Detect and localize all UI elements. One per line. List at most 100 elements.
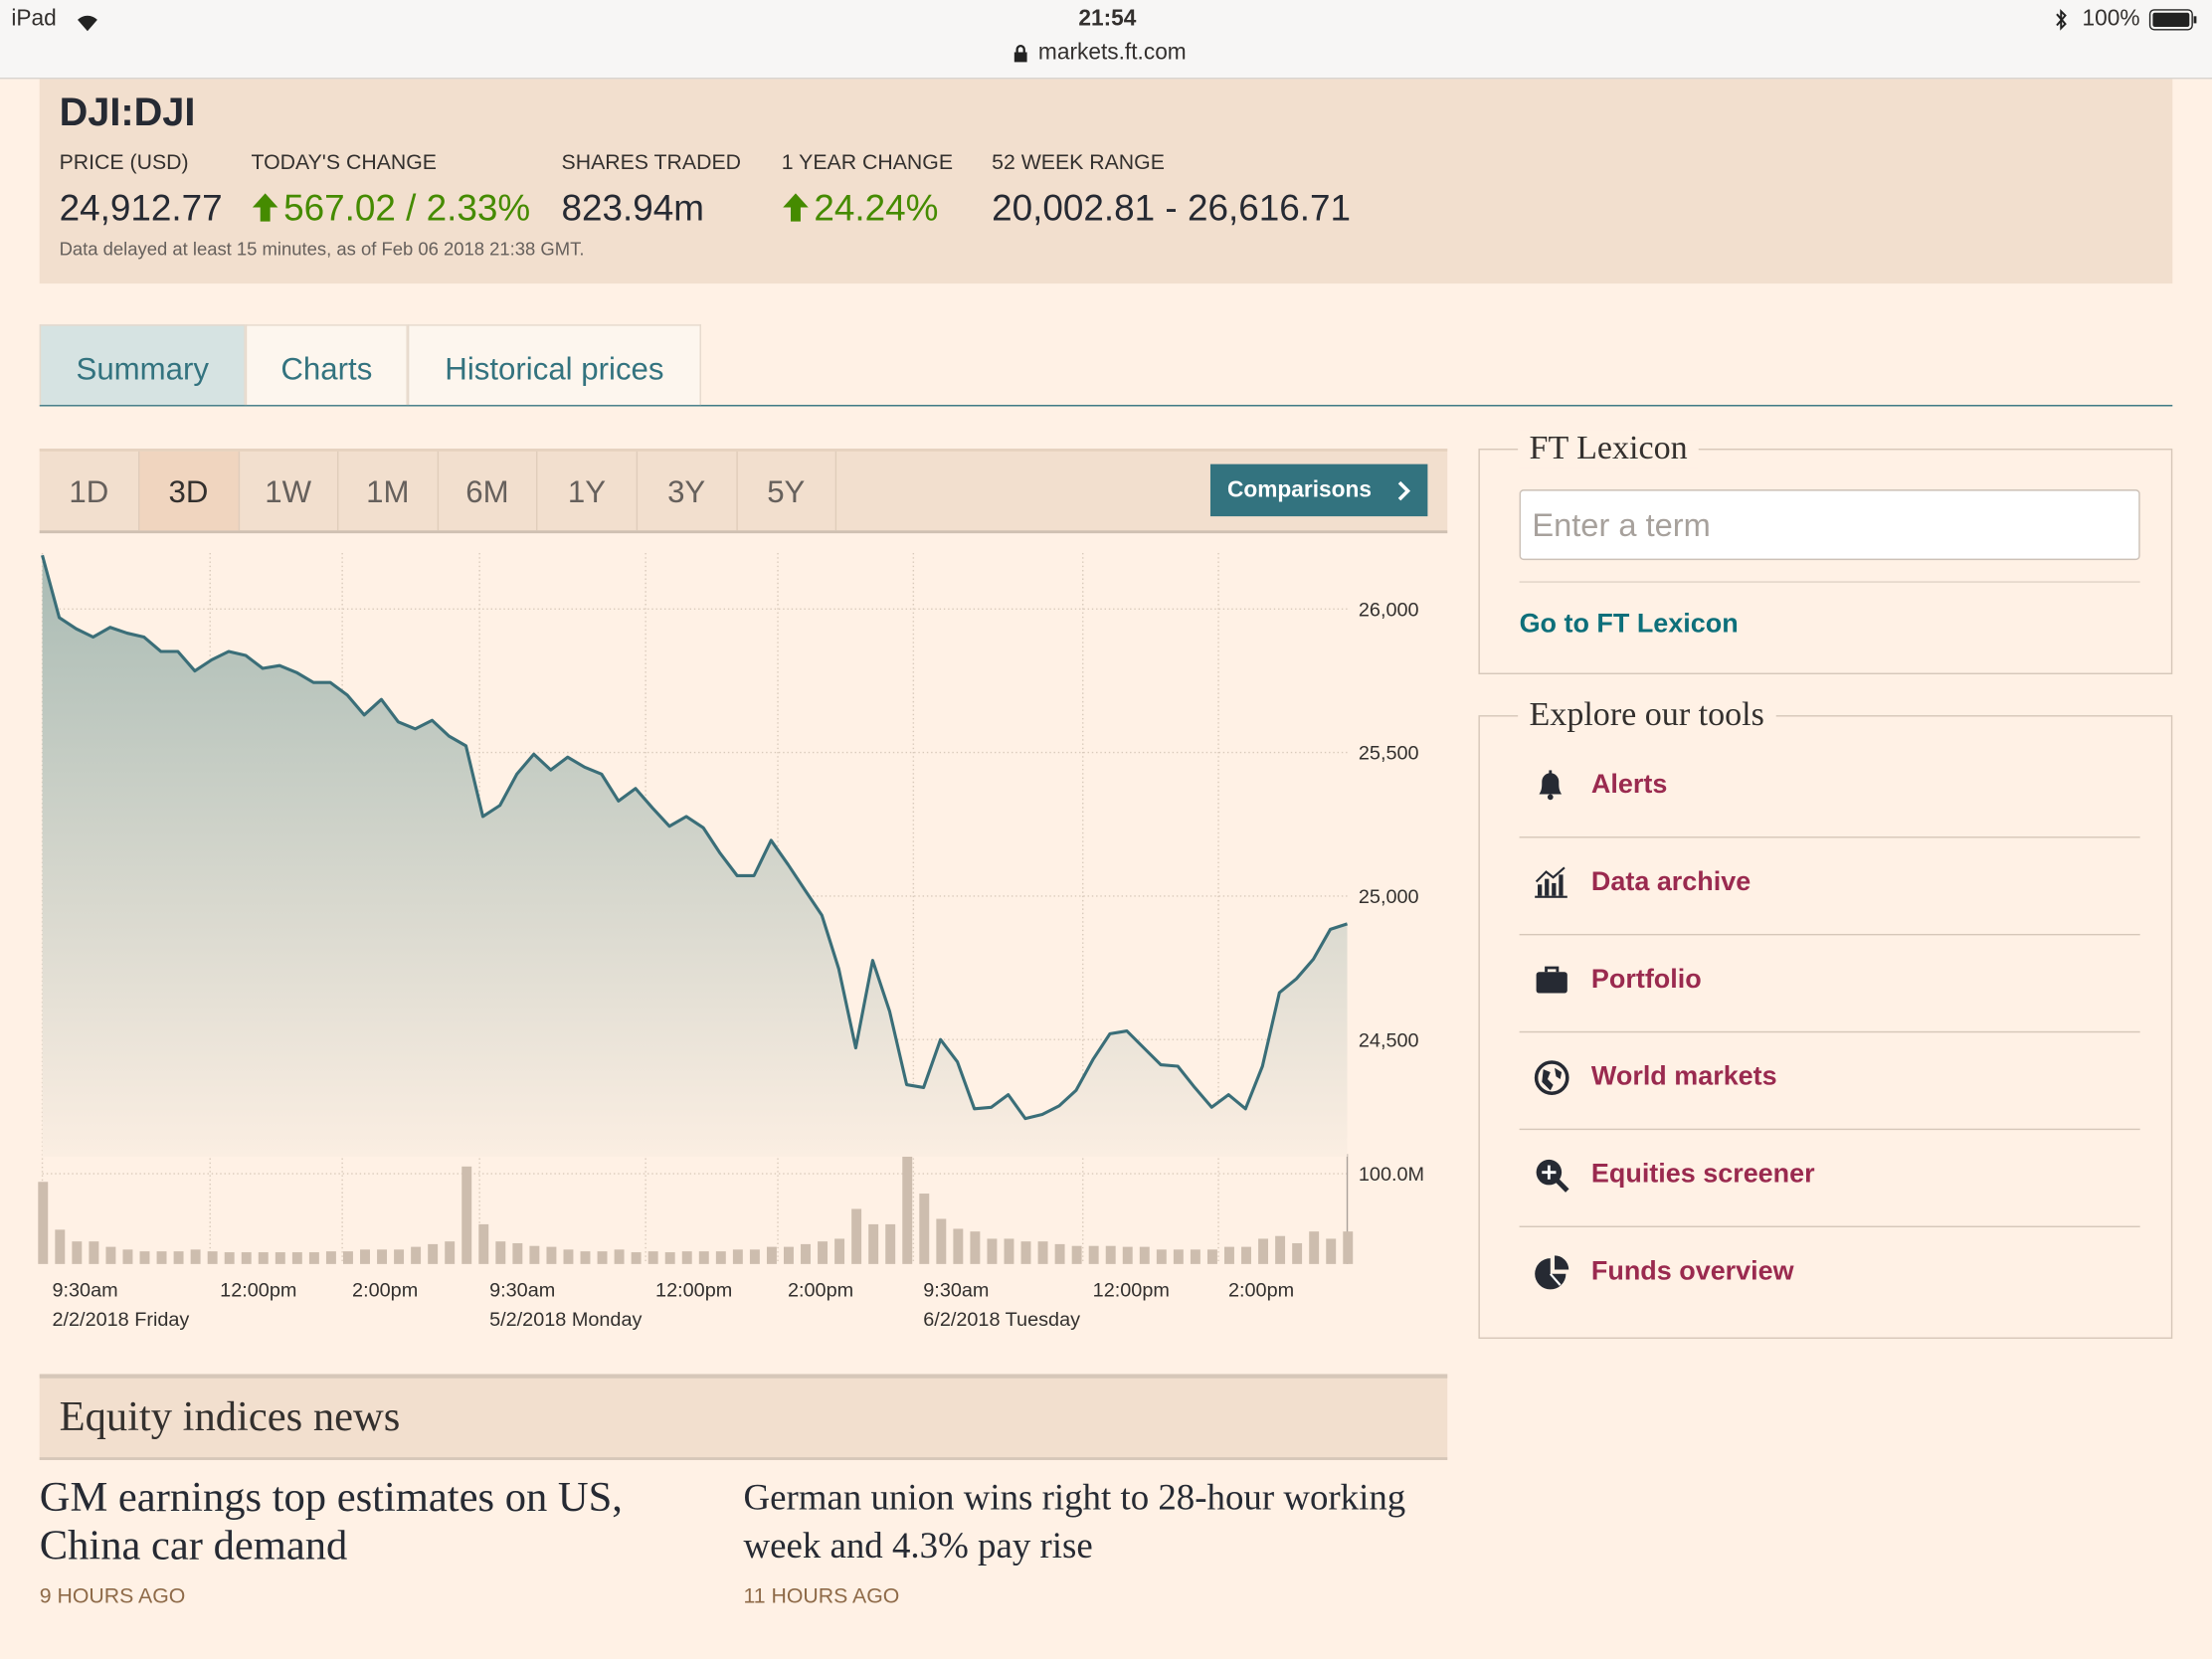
volume-bar (1088, 1245, 1099, 1264)
tab[interactable]: Charts (245, 324, 408, 406)
volume-bar (342, 1251, 353, 1264)
icon-shape (1555, 1255, 1569, 1270)
volume-bar (275, 1252, 285, 1264)
volume-bar (970, 1231, 981, 1264)
icon-shape (1538, 884, 1543, 896)
article-title[interactable]: German union wins right to 28-hour worki… (743, 1477, 1406, 1567)
article-title[interactable]: GM earnings top estimates on US, China c… (39, 1474, 623, 1569)
volume-bar (1241, 1246, 1251, 1264)
lexicon-input[interactable]: Enter a term (1519, 489, 2140, 561)
range-button[interactable]: 5Y (737, 451, 837, 531)
clock: 21:54 (1078, 7, 1137, 32)
range-button[interactable]: 1M (338, 451, 439, 531)
stat-label: SHARES TRADED (561, 150, 742, 175)
tool-link[interactable]: Data archive (1520, 839, 2140, 937)
comparisons-label: Comparisons (1226, 477, 1373, 502)
volume-bar (445, 1241, 456, 1264)
volume-bar (1122, 1246, 1133, 1264)
chevron-icon (1397, 480, 1411, 501)
volume-bar (1020, 1241, 1031, 1264)
battery-level: 100% (2082, 7, 2140, 32)
volume-bar (325, 1251, 336, 1264)
volume-bar (1309, 1231, 1320, 1264)
volume-bar (495, 1241, 506, 1264)
volume-bar (122, 1249, 133, 1264)
tool-icon (1535, 866, 1567, 898)
volume-bar (461, 1166, 472, 1264)
icon-shape (1547, 794, 1554, 801)
arrow-shape (783, 193, 809, 222)
article-time: 11 HOURS AGO (743, 1583, 900, 1608)
volume-bar (919, 1194, 930, 1264)
range-button[interactable]: 6M (438, 451, 538, 531)
icon-shape (1542, 1067, 1563, 1091)
tool-rule (1519, 1030, 2140, 1033)
volume-bar (936, 1218, 947, 1264)
volume-bar (105, 1246, 116, 1264)
range-button[interactable]: 1W (239, 451, 339, 531)
tab[interactable]: Historical prices (407, 324, 701, 406)
stat-value: 24,912.77 (60, 186, 223, 230)
volume-bar (715, 1251, 726, 1264)
icon-shape (1536, 972, 1567, 994)
volume-bar (1156, 1249, 1167, 1264)
tool-icon (1535, 1255, 1569, 1290)
tool-link[interactable]: Funds overview (1520, 1228, 2140, 1326)
range-button[interactable]: 1Y (537, 451, 639, 531)
y-tick-label: 24,500 (1359, 1029, 1419, 1051)
volume-bar (394, 1249, 405, 1264)
volume-bar (784, 1246, 794, 1264)
volume-bar (377, 1249, 388, 1264)
date-label: 2/2/2018 Friday (52, 1309, 189, 1331)
stat-value-text: 823.94m (561, 186, 705, 229)
tool-link[interactable]: Alerts (1520, 742, 2140, 839)
y-tick-label: 26,000 (1359, 599, 1419, 621)
volume-bar (902, 1123, 913, 1264)
stat-label: PRICE (USD) (59, 150, 189, 175)
volume-bar (241, 1252, 252, 1264)
volume-bar (818, 1241, 829, 1264)
tool-link[interactable]: World markets (1520, 1034, 2140, 1132)
volume-bar (546, 1246, 557, 1264)
range-button[interactable]: 3Y (638, 451, 738, 531)
volume-bar (1292, 1242, 1303, 1264)
tool-icon (1534, 1060, 1569, 1096)
icon-shape (1559, 874, 1564, 896)
icon-shape (1542, 1165, 1557, 1180)
up-arrow (783, 193, 809, 222)
range-button[interactable]: 1D (40, 451, 140, 531)
range-button[interactable]: 3D (138, 451, 240, 531)
volume-bar (1139, 1246, 1150, 1264)
volume-bar (156, 1251, 167, 1264)
lexicon-panel (1478, 449, 2173, 674)
volume-bar (1173, 1249, 1184, 1264)
url[interactable]: markets.ft.com (1037, 41, 1187, 66)
comparisons-button[interactable]: Comparisons (1209, 463, 1428, 517)
input-placeholder: Enter a term (1532, 506, 1711, 544)
tool-link[interactable]: Portfolio (1520, 937, 2140, 1034)
volume-bar (580, 1251, 591, 1264)
icon-shape (1535, 866, 1566, 883)
tool-rule (1519, 933, 2140, 936)
stat-value-text: 24,912.77 (59, 186, 223, 229)
volume-bar (1054, 1243, 1065, 1264)
lexicon-link[interactable]: Go to FT Lexicon (1519, 609, 1739, 640)
price-area (42, 555, 1348, 1158)
tool-label: Data archive (1590, 867, 1751, 898)
volume-bar (1071, 1245, 1082, 1264)
tab[interactable]: Summary (39, 324, 246, 406)
tool-icon (1536, 966, 1567, 994)
tool-rule (1519, 1225, 2140, 1227)
tool-link[interactable]: Equities screener (1520, 1132, 2140, 1229)
volume-bar (360, 1249, 370, 1264)
volume-bar (681, 1251, 692, 1264)
volume-bar (563, 1249, 574, 1264)
stat-value: 823.94m (562, 186, 705, 230)
stat-value-text: 20,002.81 - 26,616.71 (992, 186, 1352, 229)
tool-label: Portfolio (1590, 965, 1702, 995)
tool-icon (1536, 1159, 1569, 1193)
x-tick-label: 9:30am (52, 1279, 117, 1301)
up-arrow (252, 193, 278, 222)
x-tick-label: 12:00pm (655, 1279, 732, 1301)
